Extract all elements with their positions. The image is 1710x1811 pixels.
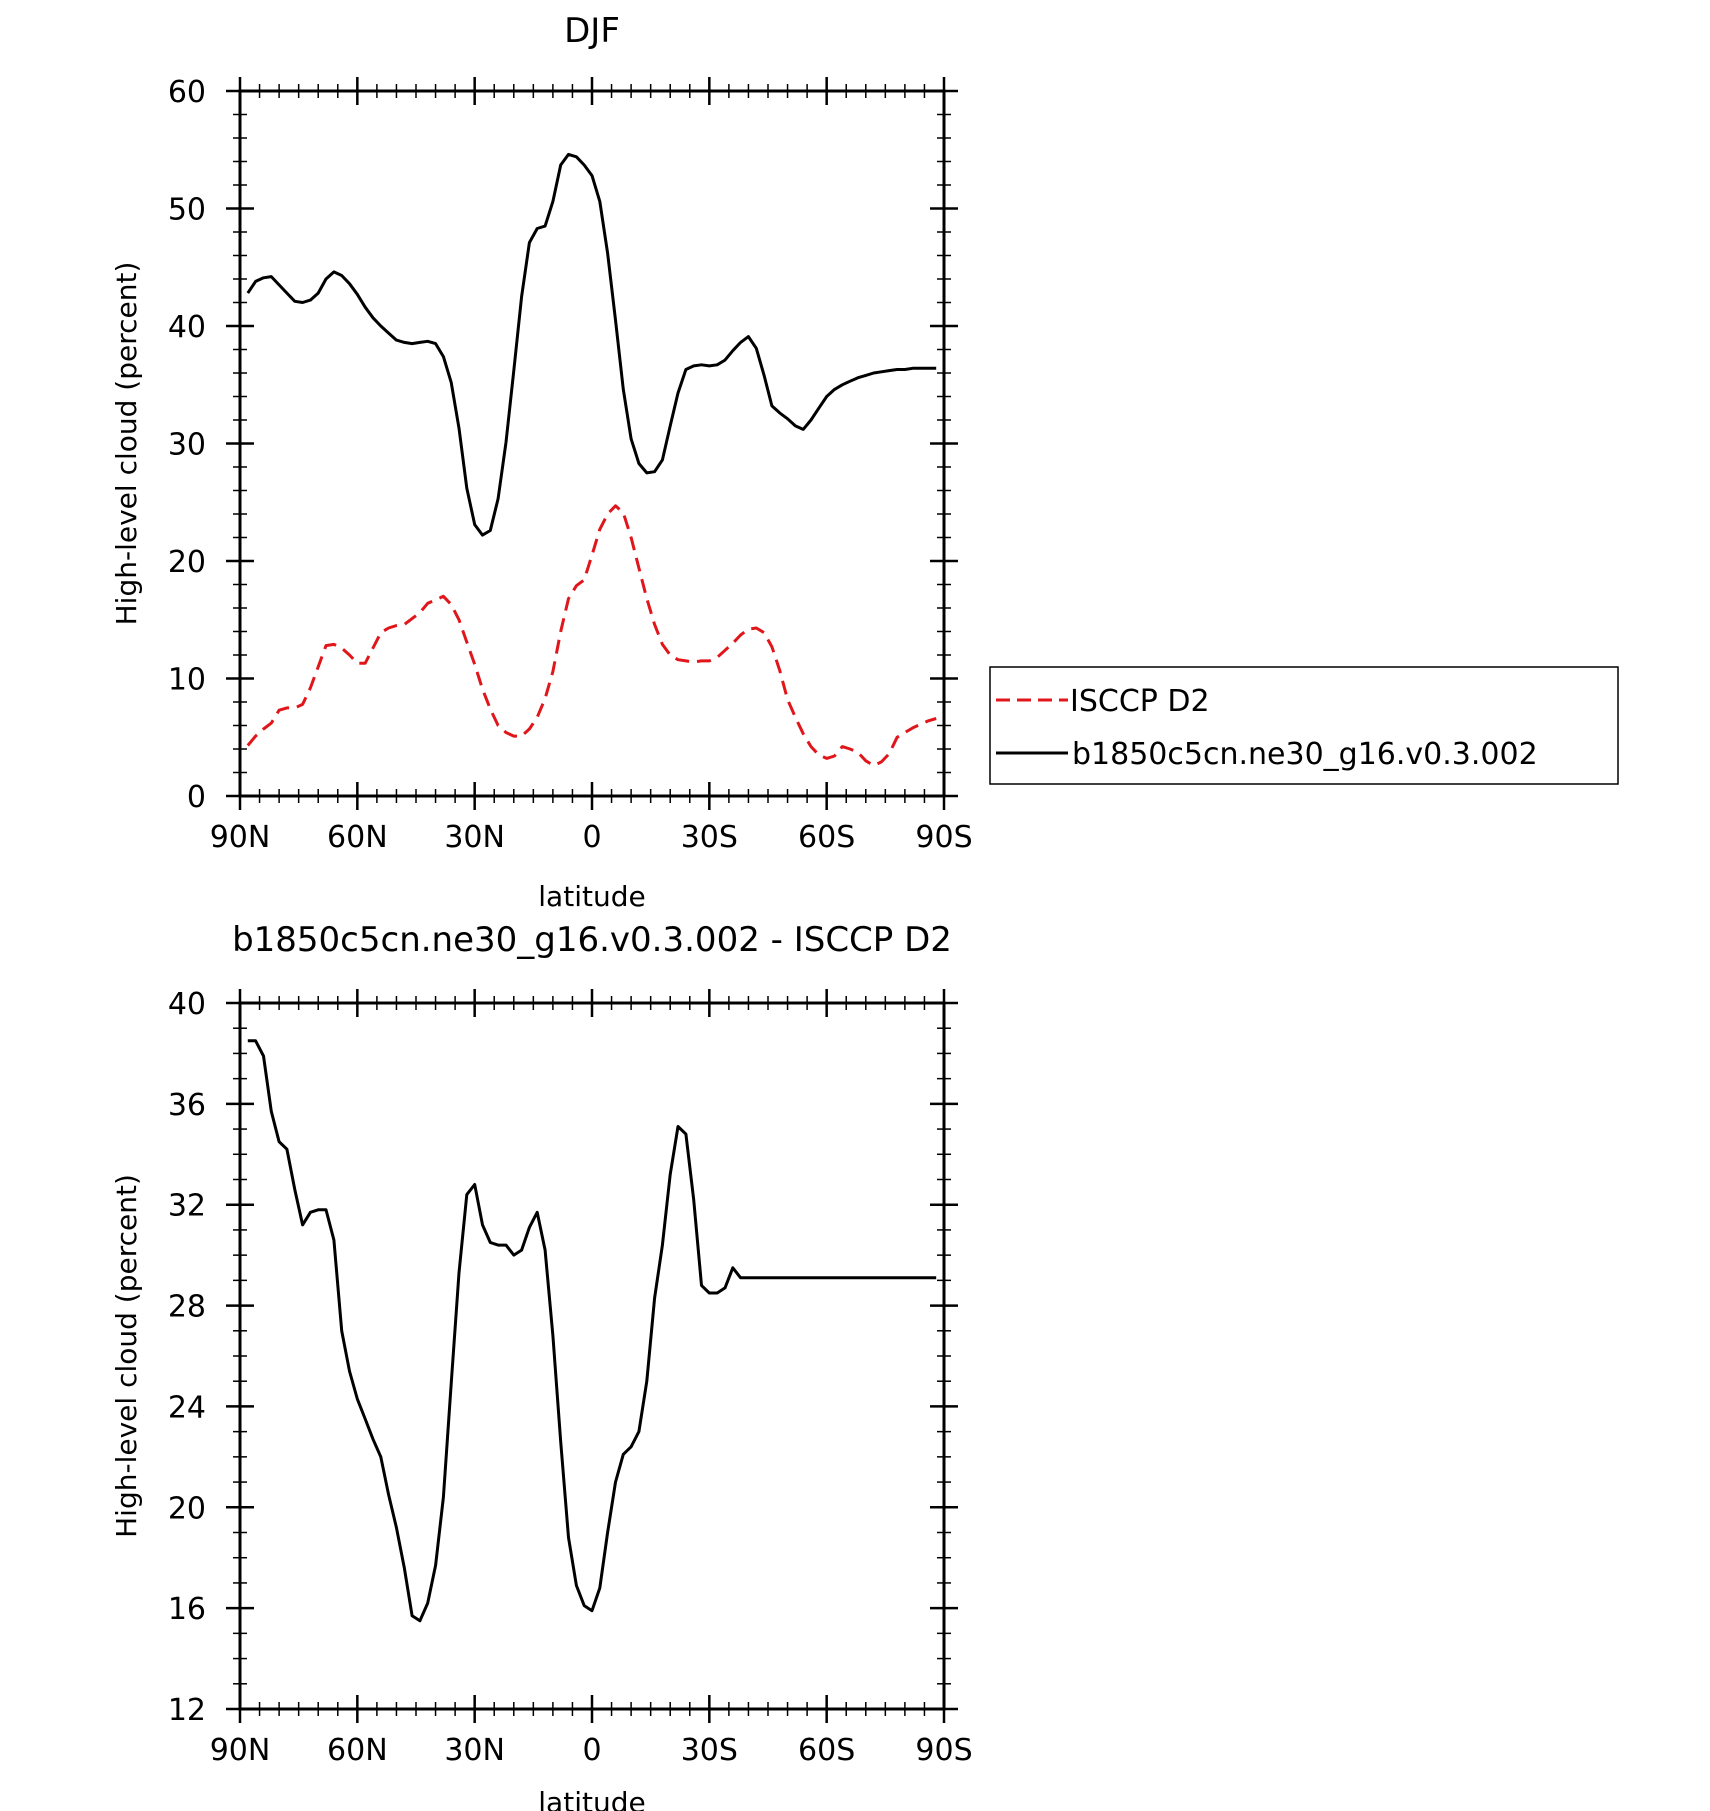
series-line-b1850c5cn-ne30-g16-v0-3-002 — [246, 152, 937, 537]
x-tick-label: 90S — [915, 820, 972, 855]
chart-djf: DJF 0 10 20 30 40 50 60 90N 60N 30N 0 30S 60S 90S la… — [110, 11, 1619, 913]
chart-title: DJF — [564, 11, 620, 51]
x-tick-label: 0 — [582, 1733, 601, 1768]
x-tick-label: 90S — [915, 1733, 972, 1768]
series-line-isccp-d2 — [246, 504, 937, 767]
legend: ISCCP D2 b1850c5cn.ne30_g16.v0.3.002 — [989, 666, 1619, 785]
y-tick-label: 60 — [168, 75, 206, 110]
y-tick-label: 50 — [168, 193, 206, 228]
y-tick-labels: 12 16 20 24 28 32 36 40 — [168, 987, 206, 1728]
x-tick-label: 30S — [681, 1733, 738, 1768]
x-tick-label: 60S — [798, 820, 855, 855]
chart-difference: b1850c5cn.ne30_g16.v0.3.002 - ISCCP D2 1… — [110, 920, 973, 1811]
x-tick-label: 60N — [327, 820, 388, 855]
y-tick-label: 12 — [168, 1693, 206, 1728]
y-tick-label: 32 — [168, 1189, 206, 1224]
chart-title: b1850c5cn.ne30_g16.v0.3.002 - ISCCP D2 — [232, 920, 952, 960]
y-axis-label: High-level cloud (percent) — [110, 262, 143, 626]
plot-frame — [238, 1001, 946, 1711]
y-tick-label: 36 — [168, 1088, 206, 1123]
x-tick-label: 30N — [444, 1733, 505, 1768]
y-tick-labels: 0 10 20 30 40 50 60 — [168, 75, 206, 815]
legend-label-model: b1850c5cn.ne30_g16.v0.3.002 — [1072, 737, 1538, 772]
x-tick-label: 0 — [582, 820, 601, 855]
x-tick-labels: 90N 60N 30N 0 30S 60S 90S — [210, 820, 973, 855]
y-tick-label: 20 — [168, 1491, 206, 1526]
legend-label-isccp: ISCCP D2 — [1070, 684, 1210, 719]
x-tick-label: 30N — [444, 820, 505, 855]
x-axis-label: latitude — [538, 880, 645, 913]
x-tick-labels: 90N 60N 30N 0 30S 60S 90S — [210, 1733, 973, 1768]
x-tick-label: 90N — [210, 820, 271, 855]
y-axis-label: High-level cloud (percent) — [110, 1174, 143, 1538]
y-tick-label: 16 — [168, 1592, 206, 1627]
x-tick-label: 60S — [798, 1733, 855, 1768]
y-tick-label: 40 — [168, 310, 206, 345]
y-tick-label: 20 — [168, 545, 206, 580]
data-lines — [246, 152, 937, 767]
data-lines — [247, 1039, 937, 1623]
y-tick-label: 24 — [168, 1390, 206, 1425]
y-tick-label: 40 — [168, 987, 206, 1022]
x-axis-label: latitude — [538, 1786, 645, 1811]
x-tick-label: 30S — [681, 820, 738, 855]
legend-box — [989, 666, 1619, 785]
y-tick-label: 30 — [168, 428, 206, 463]
series-line-difference — [247, 1039, 937, 1623]
y-tick-label: 10 — [168, 663, 206, 698]
x-tick-label: 90N — [210, 1733, 271, 1768]
x-tick-label: 60N — [327, 1733, 388, 1768]
y-tick-label: 28 — [168, 1290, 206, 1325]
y-tick-label: 0 — [187, 780, 206, 815]
plot-frame — [238, 89, 946, 798]
